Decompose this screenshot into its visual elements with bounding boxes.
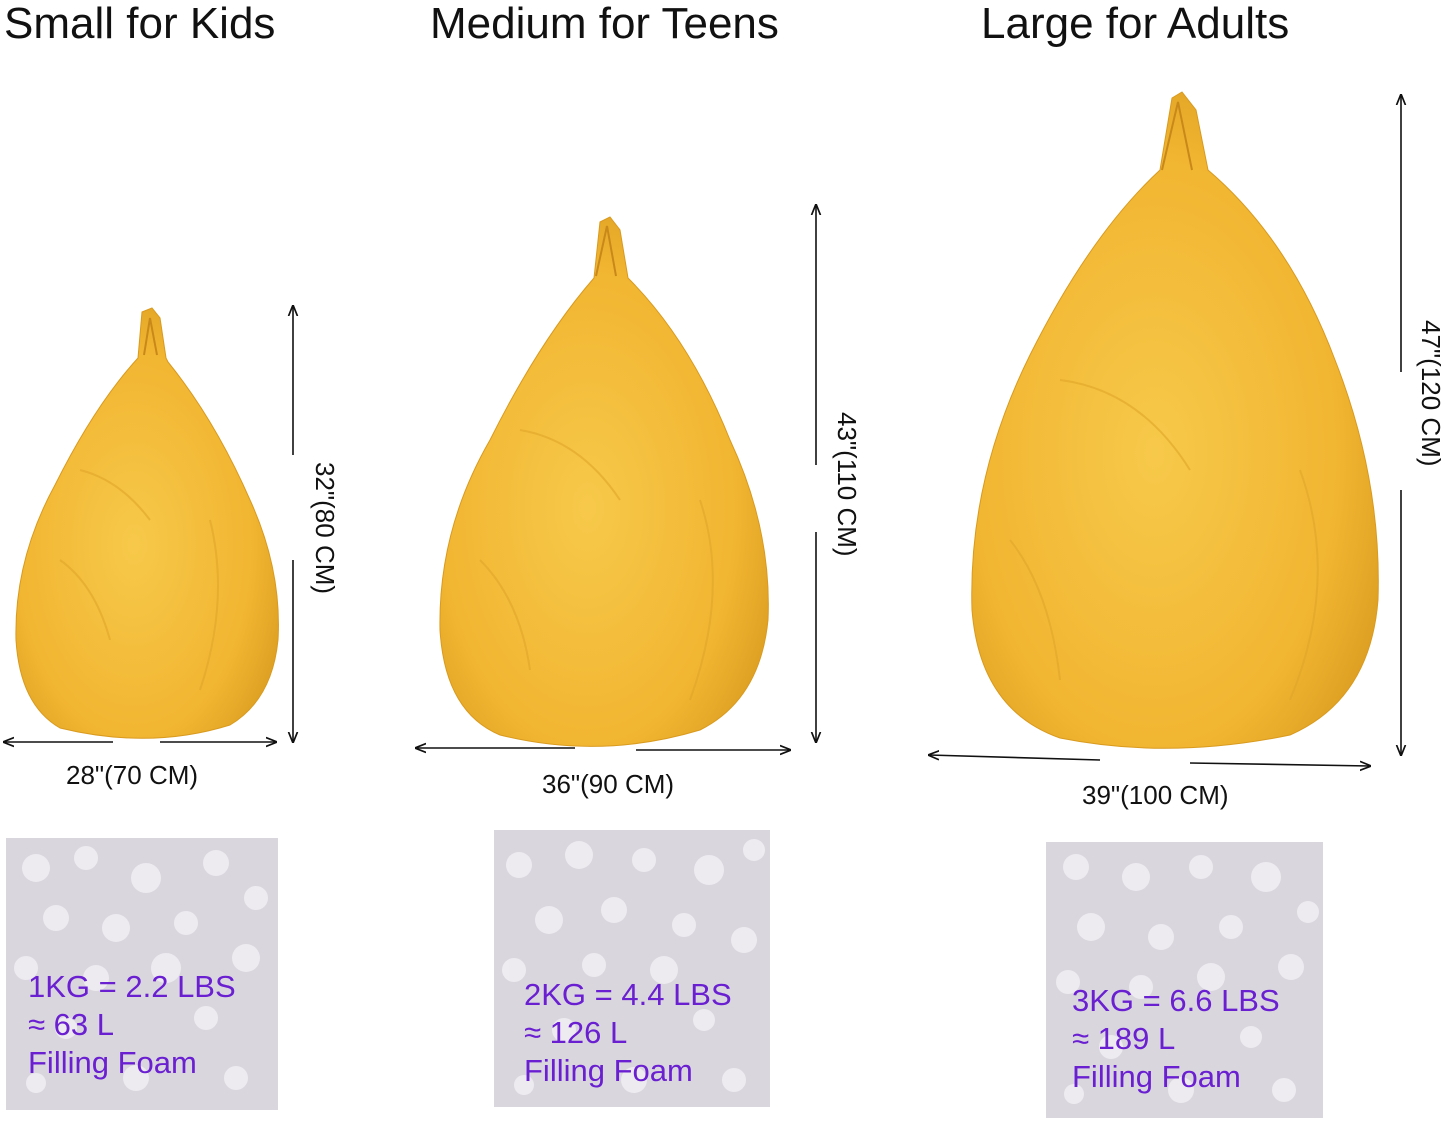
width-label-small: 28"(70 CM) bbox=[66, 760, 199, 790]
foam-box-small: 1KG = 2.2 LBS ≈ 63 L Filling Foam bbox=[6, 838, 278, 1110]
foam-beads-texture bbox=[494, 830, 770, 1107]
foam-volume-small: ≈ 63 L bbox=[28, 1007, 114, 1042]
foam-volume-large: ≈ 189 L bbox=[1072, 1021, 1176, 1056]
bean-bag-medium bbox=[439, 216, 769, 747]
foam-weight-large: 3KG = 6.6 LBS bbox=[1072, 983, 1280, 1018]
dimension-lines-small bbox=[4, 306, 293, 742]
foam-weight-small: 1KG = 2.2 LBS bbox=[28, 969, 236, 1004]
height-label-medium: 43"(110 CM) bbox=[832, 412, 862, 557]
height-label-small: 32"(80 CM) bbox=[310, 462, 340, 595]
dimension-lines-large bbox=[929, 95, 1401, 766]
bean-bag-small bbox=[15, 307, 279, 739]
title-medium: Medium for Teens bbox=[430, 0, 779, 48]
foam-box-medium: 2KG = 4.4 LBS ≈ 126 L Filling Foam bbox=[494, 830, 770, 1107]
width-label-medium: 36"(90 CM) bbox=[542, 769, 675, 799]
bean-bag-large bbox=[971, 91, 1379, 749]
foam-beads-texture bbox=[1046, 842, 1323, 1118]
title-large: Large for Adults bbox=[981, 0, 1290, 48]
foam-box-large: 3KG = 6.6 LBS ≈ 189 L Filling Foam bbox=[1046, 842, 1323, 1118]
width-label-large: 39"(100 CM) bbox=[1082, 780, 1229, 810]
title-small: Small for Kids bbox=[4, 0, 276, 48]
foam-weight-medium: 2KG = 4.4 LBS bbox=[524, 977, 732, 1012]
dimension-lines-medium bbox=[416, 205, 816, 750]
foam-label-small: Filling Foam bbox=[28, 1045, 197, 1080]
height-label-large: 47"(120 CM) bbox=[1416, 320, 1446, 467]
foam-volume-medium: ≈ 126 L bbox=[524, 1015, 628, 1050]
foam-label-medium: Filling Foam bbox=[524, 1053, 693, 1088]
foam-beads-texture bbox=[6, 838, 278, 1110]
foam-label-large: Filling Foam bbox=[1072, 1059, 1241, 1094]
